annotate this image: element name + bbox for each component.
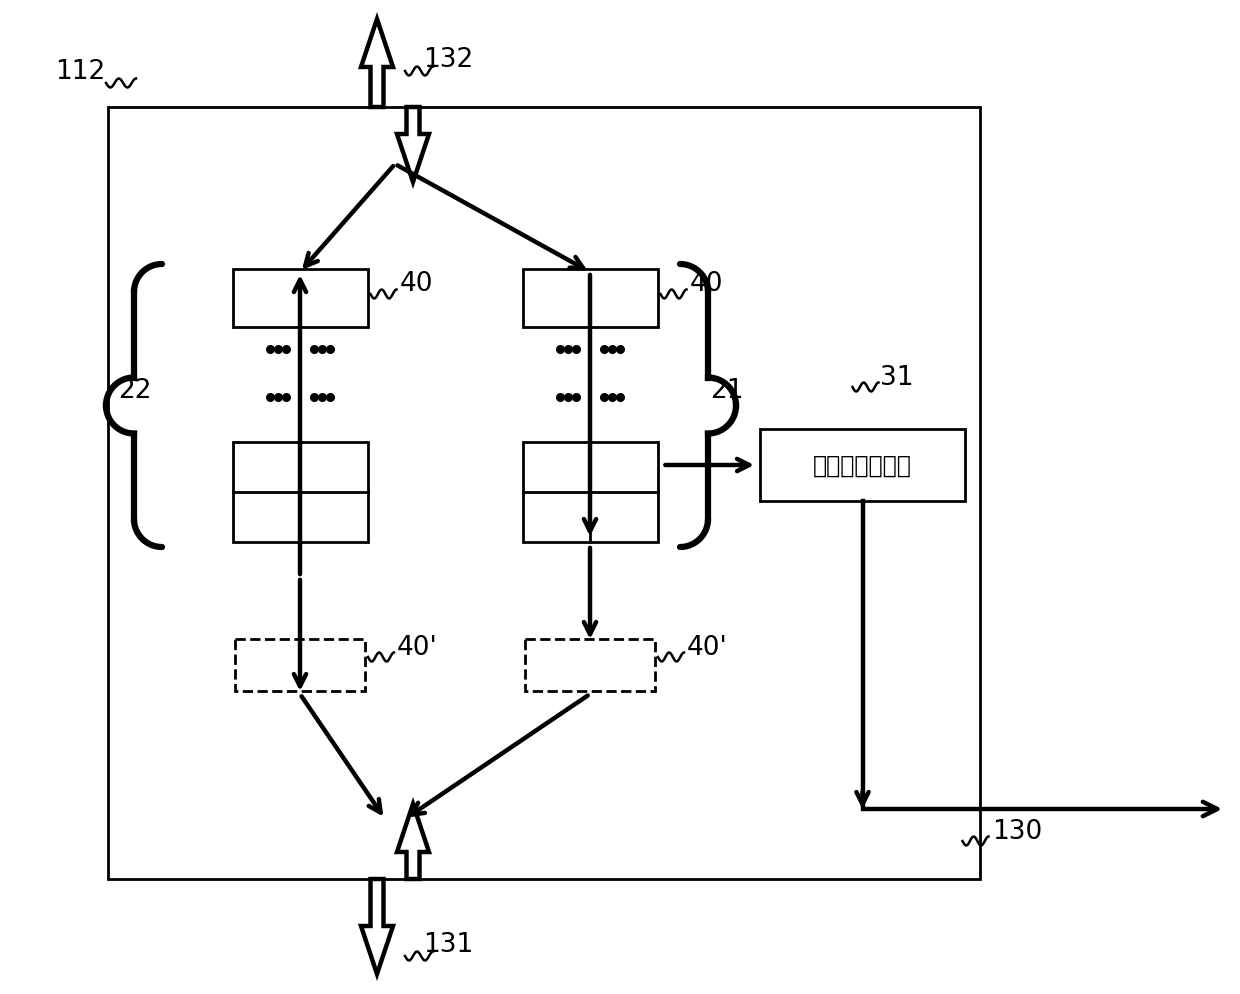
Text: 40: 40: [689, 270, 723, 296]
Polygon shape: [361, 879, 393, 974]
Text: 31: 31: [880, 365, 914, 391]
Bar: [108, 108, 980, 879]
Text: 22: 22: [118, 378, 151, 405]
Bar: [760, 429, 965, 502]
Bar: [233, 269, 367, 328]
Bar: [236, 639, 365, 691]
Text: 40': 40': [687, 634, 728, 660]
Text: 40: 40: [399, 270, 433, 296]
Text: 131: 131: [423, 931, 474, 957]
Text: 132: 132: [423, 47, 474, 73]
Text: 流控原子数据包: 流控原子数据包: [813, 453, 911, 477]
Bar: [233, 442, 367, 543]
Polygon shape: [397, 804, 429, 879]
Bar: [522, 442, 657, 543]
Polygon shape: [361, 20, 393, 108]
Text: 21: 21: [711, 378, 744, 405]
Text: 40': 40': [397, 634, 438, 660]
Bar: [522, 269, 657, 328]
Text: 130: 130: [992, 818, 1043, 844]
Polygon shape: [397, 108, 429, 183]
Text: 112: 112: [55, 59, 105, 84]
Bar: [525, 639, 655, 691]
